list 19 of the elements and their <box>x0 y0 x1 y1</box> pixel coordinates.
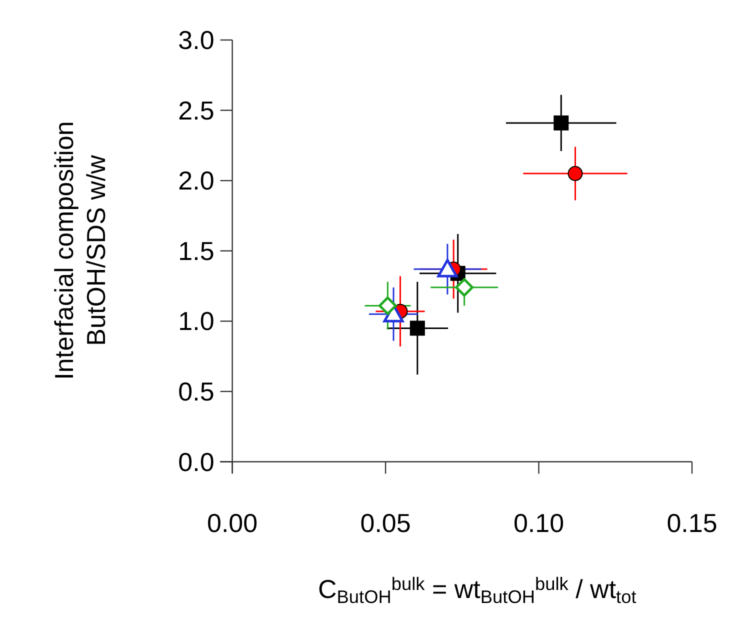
point <box>437 258 458 278</box>
x-tick-label: 0.00 <box>207 508 258 538</box>
x-tick-label: 0.15 <box>666 508 718 538</box>
y-tick-label: 2.5 <box>178 95 214 126</box>
y-tick-label: 3.0 <box>178 25 214 55</box>
y-tick-label: 0.0 <box>178 446 214 477</box>
y-axis-title: Interfacial composition ButOH/SDS w/w <box>49 121 111 380</box>
x-axis-title: C$_{ButOH}$$^{bulk}$ = wt$_{ButOH}$$^{bulk}$ / wt$_{tot}$ <box>318 574 636 606</box>
y-tick-label: 1.0 <box>178 306 214 336</box>
y-tick-label: 2.0 <box>178 166 214 196</box>
y-tick-label: 1.5 <box>178 236 214 266</box>
y-tick-label: 0.5 <box>178 376 214 406</box>
x-tick-label: 0.10 <box>513 508 564 538</box>
x-tick-label: 0.05 <box>360 508 411 538</box>
point <box>568 166 583 182</box>
point <box>378 296 397 315</box>
point <box>455 278 474 297</box>
point <box>554 115 569 130</box>
point <box>410 320 425 336</box>
